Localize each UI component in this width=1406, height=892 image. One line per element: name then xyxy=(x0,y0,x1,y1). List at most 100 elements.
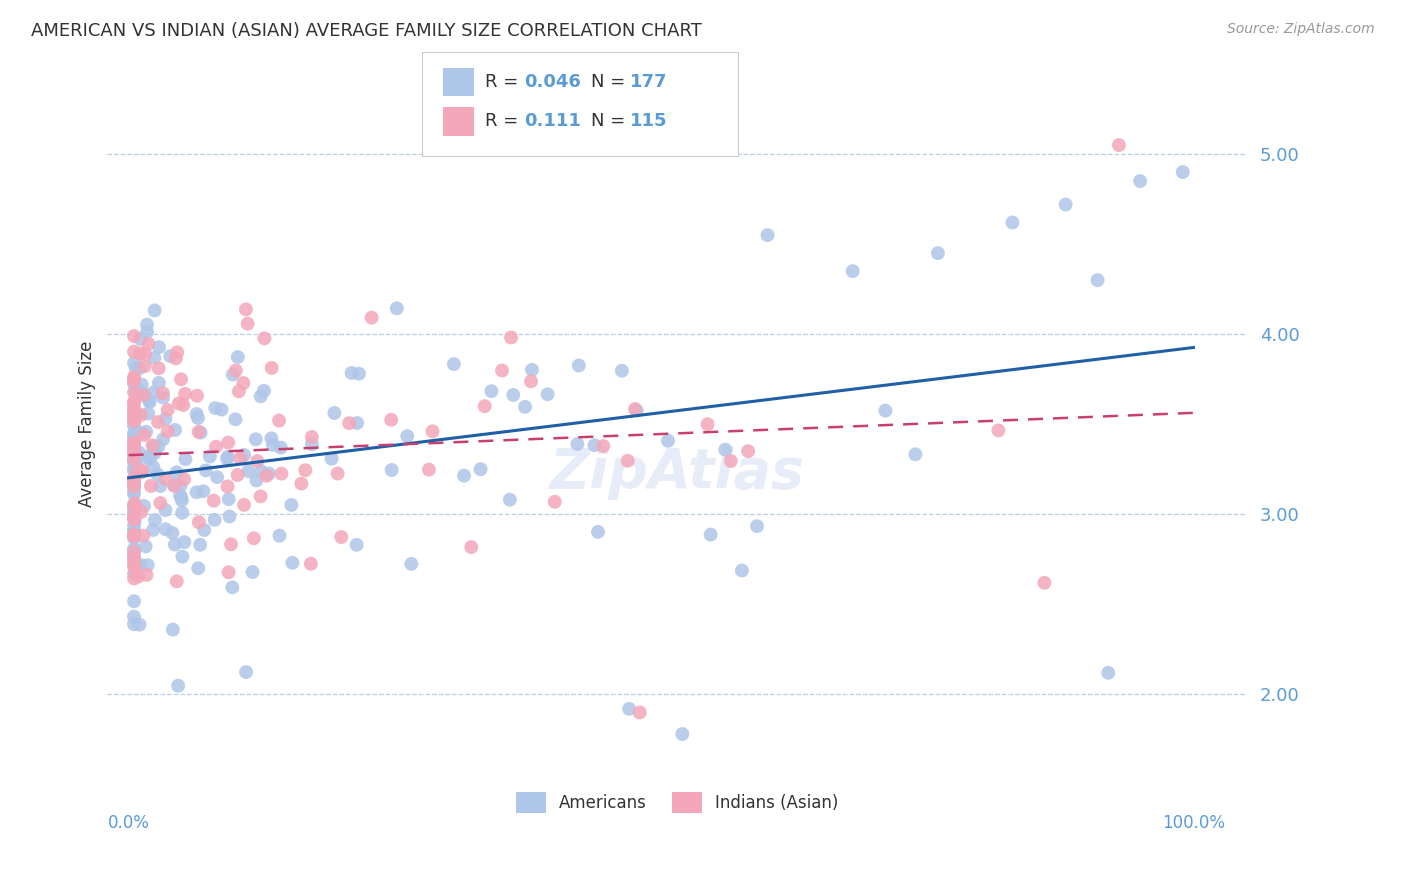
Point xyxy=(226,468,249,483)
Point xyxy=(122,356,145,370)
Point xyxy=(696,417,718,432)
Point xyxy=(422,425,444,439)
Point xyxy=(156,425,179,439)
Point xyxy=(290,476,312,491)
Point xyxy=(520,374,543,388)
Point xyxy=(260,431,283,445)
Point xyxy=(122,376,145,391)
Point xyxy=(250,464,273,478)
Point xyxy=(122,369,145,384)
Point xyxy=(262,438,284,452)
Point xyxy=(217,450,239,464)
Point xyxy=(217,479,239,493)
Point xyxy=(122,500,145,514)
Point xyxy=(122,609,145,624)
Point xyxy=(122,415,145,429)
Point xyxy=(245,432,267,446)
Point xyxy=(159,349,181,363)
Point xyxy=(122,528,145,542)
Point xyxy=(122,445,145,459)
Point xyxy=(1054,197,1077,211)
Point xyxy=(122,510,145,524)
Point xyxy=(122,455,145,469)
Point xyxy=(193,523,215,537)
Point xyxy=(190,425,212,440)
Point xyxy=(714,442,737,457)
Point xyxy=(172,506,194,520)
Point xyxy=(122,375,145,389)
Point xyxy=(125,467,148,481)
Point xyxy=(1087,273,1109,287)
Point xyxy=(148,376,170,390)
Point xyxy=(567,437,589,451)
Point xyxy=(396,429,419,443)
Point xyxy=(131,465,153,479)
Point xyxy=(136,318,159,332)
Point xyxy=(198,450,221,464)
Point xyxy=(323,406,346,420)
Point xyxy=(166,345,188,359)
Point xyxy=(218,566,240,580)
Point xyxy=(122,429,145,443)
Point xyxy=(301,437,323,451)
Point xyxy=(616,454,638,468)
Point xyxy=(131,463,153,477)
Point xyxy=(568,359,591,373)
Point xyxy=(131,377,153,392)
Point xyxy=(330,530,353,544)
Point xyxy=(124,561,146,575)
Point xyxy=(122,344,145,359)
Point xyxy=(256,468,278,483)
Point xyxy=(122,594,145,608)
Point xyxy=(233,448,256,462)
Point xyxy=(125,390,148,404)
Point xyxy=(125,558,148,572)
Point xyxy=(172,549,194,564)
Text: ZipAtlas: ZipAtlas xyxy=(550,446,804,500)
Point xyxy=(122,444,145,458)
Point xyxy=(122,480,145,494)
Point xyxy=(218,509,240,524)
Point xyxy=(491,363,513,377)
Point xyxy=(122,507,145,521)
Point xyxy=(499,492,522,507)
Point xyxy=(280,498,302,512)
Point xyxy=(131,425,153,440)
Point xyxy=(418,462,440,476)
Point xyxy=(122,395,145,409)
Point xyxy=(122,409,145,423)
Point xyxy=(169,478,191,492)
Point xyxy=(122,503,145,517)
Point xyxy=(122,374,145,388)
Point xyxy=(235,302,257,317)
Point xyxy=(245,474,267,488)
Point xyxy=(166,466,188,480)
Point xyxy=(249,389,271,403)
Point xyxy=(628,706,651,720)
Point xyxy=(170,372,193,386)
Point xyxy=(186,485,208,500)
Point xyxy=(321,451,343,466)
Text: Source: ZipAtlas.com: Source: ZipAtlas.com xyxy=(1227,22,1375,37)
Point xyxy=(381,463,404,477)
Point xyxy=(236,317,259,331)
Point xyxy=(246,454,269,468)
Point xyxy=(122,436,145,450)
Point xyxy=(443,357,465,371)
Point xyxy=(143,439,166,453)
Point xyxy=(281,556,304,570)
Point xyxy=(520,363,543,377)
Point xyxy=(146,415,169,429)
Point xyxy=(152,432,174,446)
Point xyxy=(1001,215,1024,229)
Point xyxy=(187,561,209,575)
Point xyxy=(380,413,402,427)
Point xyxy=(385,301,408,316)
Point xyxy=(122,524,145,538)
Point xyxy=(122,484,145,499)
Point xyxy=(122,418,145,433)
Text: 0.0%: 0.0% xyxy=(108,814,149,832)
Point xyxy=(187,515,209,529)
Point xyxy=(142,523,165,537)
Point xyxy=(148,440,170,454)
